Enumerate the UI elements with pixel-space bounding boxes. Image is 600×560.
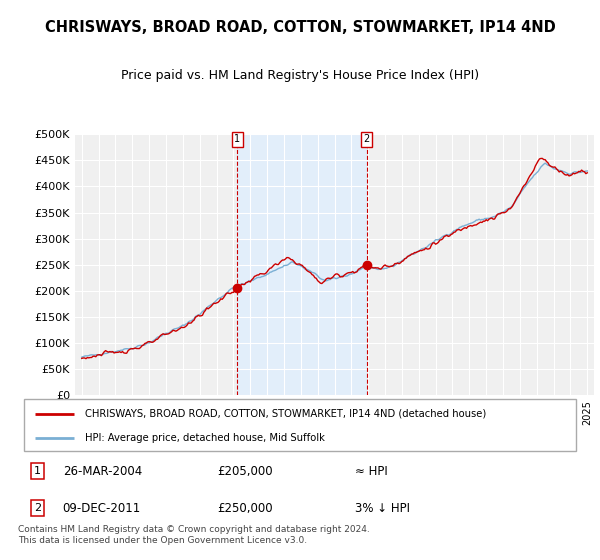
Text: CHRISWAYS, BROAD ROAD, COTTON, STOWMARKET, IP14 4ND: CHRISWAYS, BROAD ROAD, COTTON, STOWMARKE… <box>44 20 556 35</box>
Text: 2: 2 <box>364 134 370 144</box>
Text: 26-MAR-2004: 26-MAR-2004 <box>62 465 142 478</box>
FancyBboxPatch shape <box>24 399 576 451</box>
Text: Contains HM Land Registry data © Crown copyright and database right 2024.
This d: Contains HM Land Registry data © Crown c… <box>18 525 370 545</box>
Text: 3% ↓ HPI: 3% ↓ HPI <box>355 502 410 515</box>
Text: CHRISWAYS, BROAD ROAD, COTTON, STOWMARKET, IP14 4ND (detached house): CHRISWAYS, BROAD ROAD, COTTON, STOWMARKE… <box>85 409 486 419</box>
Text: 1: 1 <box>34 466 41 476</box>
Text: HPI: Average price, detached house, Mid Suffolk: HPI: Average price, detached house, Mid … <box>85 433 325 443</box>
Text: £205,000: £205,000 <box>217 465 273 478</box>
Bar <box>237 134 367 395</box>
Text: £250,000: £250,000 <box>217 502 273 515</box>
Text: ≈ HPI: ≈ HPI <box>355 465 388 478</box>
Text: 09-DEC-2011: 09-DEC-2011 <box>62 502 141 515</box>
Text: 2: 2 <box>34 503 41 513</box>
Text: Price paid vs. HM Land Registry's House Price Index (HPI): Price paid vs. HM Land Registry's House … <box>121 68 479 82</box>
Text: 1: 1 <box>234 134 241 144</box>
